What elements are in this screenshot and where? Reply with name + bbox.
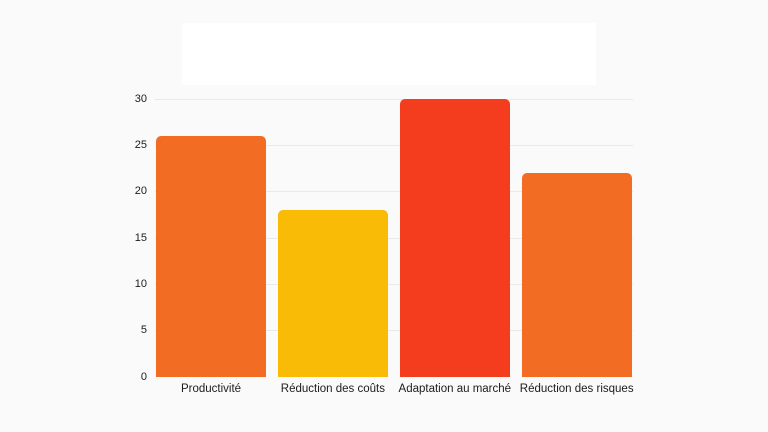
- chart-title-placeholder: [182, 23, 596, 85]
- y-axis-tick-label: 5: [140, 324, 147, 337]
- x-axis-label: Productivité: [180, 383, 242, 395]
- bar-3: [399, 99, 510, 377]
- gridline: [155, 98, 633, 100]
- gridline: [155, 144, 633, 146]
- y-axis-tick-label: 30: [134, 92, 147, 105]
- bar-4: [521, 173, 632, 377]
- gridline: [155, 283, 633, 285]
- gridline: [155, 191, 633, 193]
- x-axis-label: Réduction des coûts: [280, 383, 385, 395]
- y-axis-tick-label: 10: [134, 277, 147, 290]
- bar-1: [156, 136, 266, 377]
- gridline: [155, 237, 633, 239]
- x-axis-label: Adaptation au marché: [398, 383, 512, 395]
- y-axis-tick-label: 0: [140, 370, 147, 383]
- y-axis-tick-label: 15: [134, 231, 147, 244]
- gridline: [155, 330, 633, 332]
- y-axis-tick-label: 25: [134, 138, 147, 151]
- y-axis-tick-label: 20: [134, 185, 147, 198]
- x-axis-label: Réduction des risques: [519, 383, 634, 395]
- bar-2: [277, 210, 388, 377]
